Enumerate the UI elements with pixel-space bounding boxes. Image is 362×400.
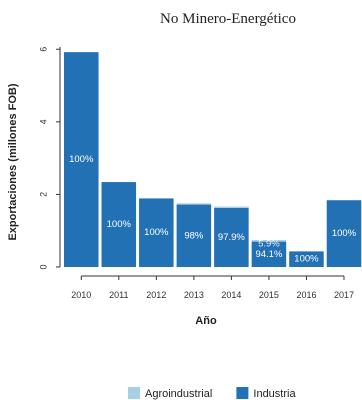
legend-label: Industria [253, 388, 296, 400]
bars [64, 52, 362, 268]
x-tick-label: 2010 [71, 290, 91, 300]
bar-industria [326, 200, 362, 267]
bar-industria [176, 204, 212, 267]
legend-swatch [236, 387, 249, 399]
bar-label-industria: 98% [184, 230, 204, 241]
y-tick-label: 2 [38, 192, 48, 197]
x-tick-label: 2013 [184, 290, 204, 300]
bar-label-industria: 100% [107, 219, 132, 230]
x-tick-label: 2016 [296, 290, 316, 300]
bar-industria [251, 241, 287, 267]
bar-industria [64, 52, 99, 268]
y-tick-label: 6 [38, 47, 48, 52]
bar-label-agroindustrial: 5.9% [258, 239, 280, 250]
x-tick-label: 2011 [109, 290, 128, 300]
y-axis-title: Exportaciones (millones FOB) [7, 83, 19, 240]
x-axis: 2010 2011 2012 2013 2014 2015 2016 2017 [71, 275, 354, 300]
bar-label-industria: 100% [332, 228, 357, 239]
bar-label-industria: 100% [69, 154, 94, 165]
bar-labels: 100% 100% 100% 98% 97.9% 94.1%5.9% 100% 100% [69, 154, 357, 265]
bar-agroindustrial [214, 206, 249, 208]
bar-label-industria: 94.1% [255, 249, 282, 260]
legend-swatch [128, 387, 140, 399]
y-axis: 0 2 4 6 [38, 47, 61, 270]
y-tick-label: 0 [38, 264, 48, 269]
legend: Agroindustrial Industria [128, 387, 296, 400]
bar-agroindustrial [251, 240, 287, 242]
bar-label-industria: 97.9% [218, 232, 245, 243]
bar-industria [101, 182, 137, 267]
x-tick-label: 2017 [334, 290, 354, 300]
x-tick-label: 2015 [259, 290, 279, 300]
y-tick-label: 4 [38, 119, 48, 124]
x-axis-title: Año [195, 315, 217, 327]
x-tick-label: 2012 [146, 290, 166, 300]
x-tick-label: 2014 [221, 290, 241, 300]
legend-label: Agroindustrial [145, 388, 212, 400]
bar-industria [214, 207, 249, 267]
bar-industria [139, 198, 174, 267]
bar-label-industria: 100% [294, 254, 319, 265]
bar-label-industria: 100% [144, 227, 169, 238]
chart-title: No Minero-Energético [160, 11, 296, 27]
bar-industria [289, 251, 324, 267]
bar-agroindustrial [176, 203, 212, 205]
